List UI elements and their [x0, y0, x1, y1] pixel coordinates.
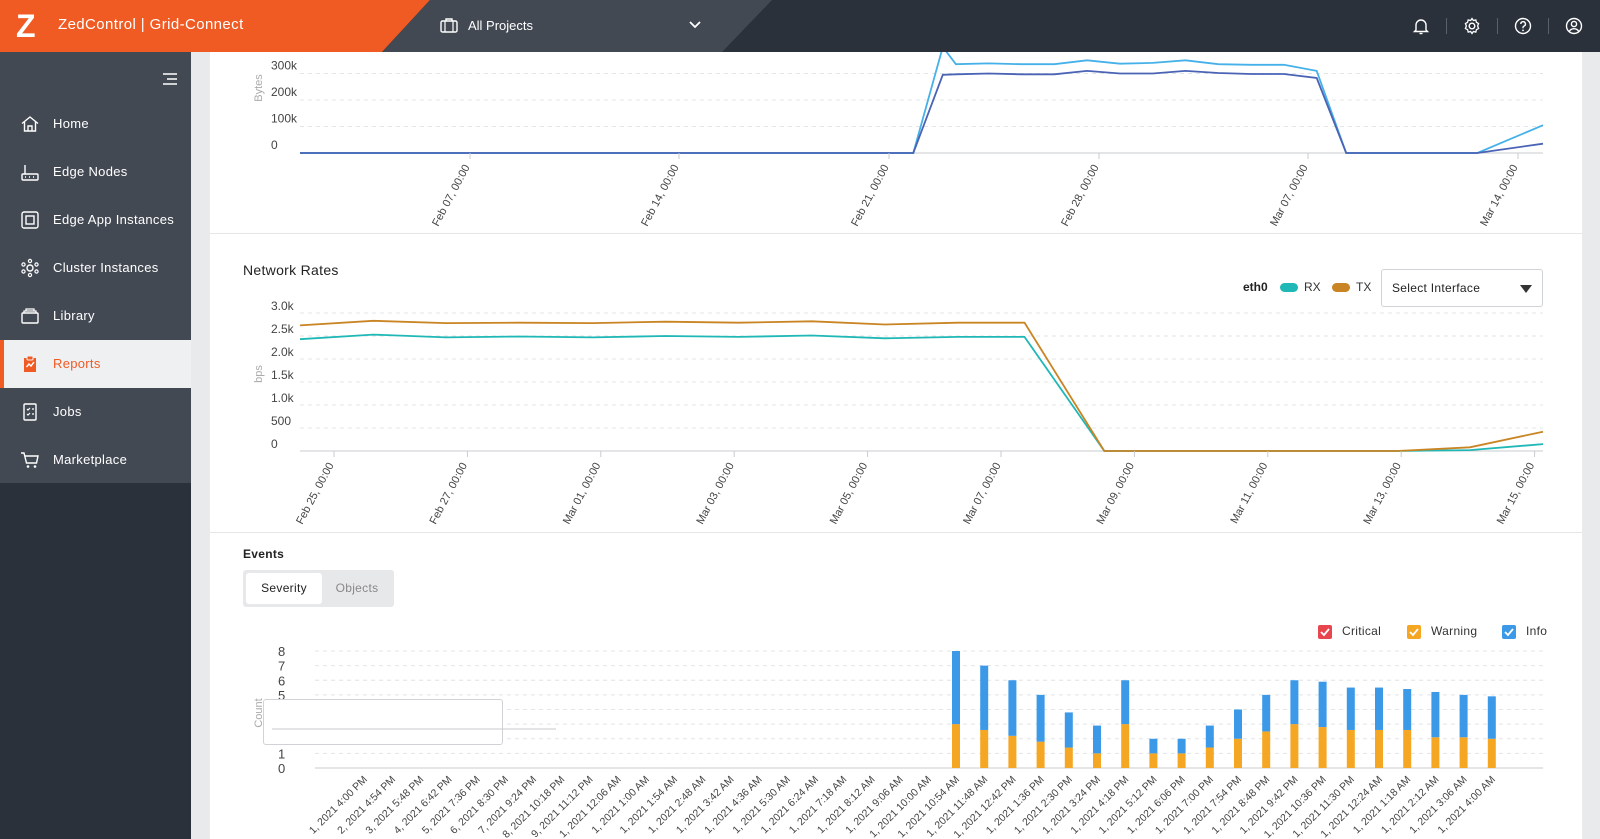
sidebar-item-label: Jobs [53, 404, 82, 419]
home-icon [21, 116, 39, 132]
legend-rx-swatch [1280, 283, 1298, 292]
sidebar-item-marketplace[interactable]: Marketplace [0, 436, 191, 484]
sidebar-item-reports[interactable]: Reports [0, 340, 191, 388]
sidebar: Home Edge Nodes Edge App Instances Clust… [0, 52, 191, 839]
caret-down-icon [1520, 285, 1532, 293]
app-title: ZedControl | Grid-Connect [58, 16, 244, 33]
app-instance-icon [21, 211, 39, 229]
legend-rx-label: RX [1304, 280, 1321, 294]
sidebar-item-cluster-instances[interactable]: Cluster Instances [0, 244, 191, 292]
sidebar-item-label: Home [53, 116, 89, 131]
reports-icon [24, 355, 36, 372]
sidebar-item-label: Marketplace [53, 452, 128, 467]
top-bar: Z ZedControl | Grid-Connect All Projects [0, 0, 1600, 52]
header-divider [1548, 18, 1549, 34]
events-title: Events [243, 547, 285, 561]
info-legend-label: Info [1526, 624, 1548, 638]
info-checkbox[interactable] [1502, 625, 1516, 639]
warning-legend-label: Warning [1431, 624, 1478, 638]
chart-tooltip-placeholder [263, 699, 556, 745]
help-icon[interactable] [1513, 16, 1533, 36]
critical-legend-label: Critical [1342, 624, 1382, 638]
panel-divider [210, 233, 1582, 234]
events-tab-group: Severity Objects [243, 570, 394, 607]
tab-objects[interactable]: Objects [335, 581, 379, 595]
panel-divider [210, 532, 1582, 533]
sidebar-menu: Home Edge Nodes Edge App Instances Clust… [0, 52, 191, 483]
sidebar-item-edge-nodes[interactable]: Edge Nodes [0, 148, 191, 196]
legend-tx-label: TX [1356, 280, 1372, 294]
cluster-icon [21, 258, 39, 278]
header-divider [1446, 18, 1447, 34]
sidebar-item-home[interactable]: Home [0, 100, 191, 148]
edge-node-icon [21, 165, 39, 181]
network-rates-title: Network Rates [243, 262, 339, 278]
select-interface-dropdown[interactable]: Select Interface [1381, 269, 1543, 307]
sidebar-item-label: Cluster Instances [53, 260, 159, 275]
sidebar-item-label: Library [53, 308, 95, 323]
critical-checkbox[interactable] [1318, 625, 1332, 639]
sidebar-item-jobs[interactable]: Jobs [0, 388, 191, 436]
sidebar-item-label: Edge App Instances [53, 212, 175, 227]
logo[interactable]: Z [16, 8, 36, 44]
legend-tx-swatch [1332, 283, 1350, 292]
gear-icon[interactable] [1462, 16, 1482, 36]
bell-icon[interactable] [1411, 16, 1431, 36]
sidebar-item-label: Edge Nodes [53, 164, 128, 179]
sidebar-item-label: Reports [53, 356, 101, 371]
library-icon [21, 308, 39, 324]
header-divider [1497, 18, 1498, 34]
sidebar-item-library[interactable]: Library [0, 292, 191, 340]
warning-checkbox[interactable] [1407, 625, 1421, 639]
jobs-icon [23, 403, 37, 421]
sidebar-item-edge-app-instances[interactable]: Edge App Instances [0, 196, 191, 244]
project-selector-label[interactable]: All Projects [468, 18, 534, 33]
user-icon[interactable] [1564, 16, 1584, 36]
cart-icon [21, 452, 39, 468]
select-interface-label: Select Interface [1392, 281, 1481, 295]
legend-interface-label: eth0 [1243, 280, 1268, 294]
project-selector[interactable] [382, 0, 772, 52]
brand-area: Z ZedControl | Grid-Connect [0, 0, 430, 52]
collapse-menu-icon[interactable] [162, 72, 178, 86]
chevron-down-icon[interactable] [688, 19, 702, 31]
tab-severity[interactable]: Severity [246, 573, 322, 604]
briefcase-icon [440, 18, 458, 33]
